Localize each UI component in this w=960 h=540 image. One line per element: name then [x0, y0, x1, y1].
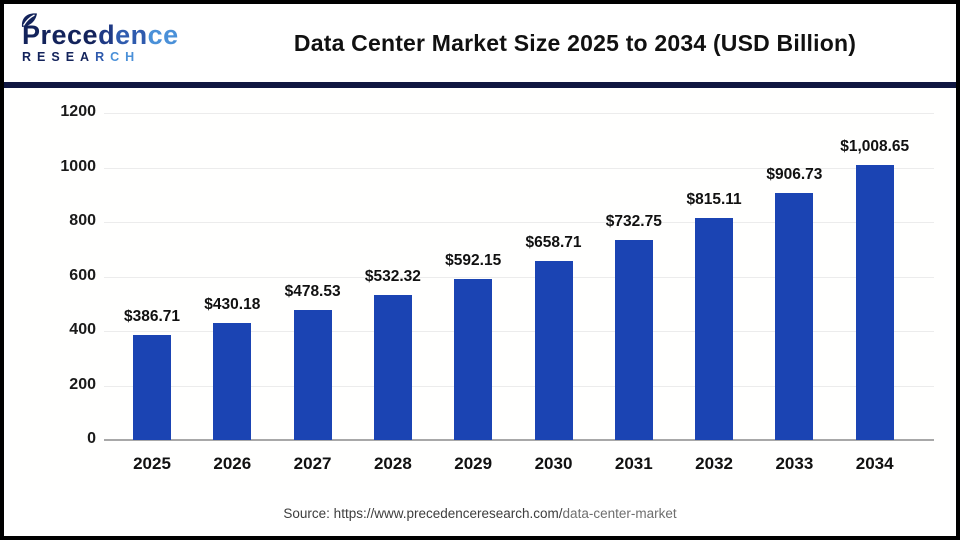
gridline — [104, 113, 934, 114]
x-axis-label: 2027 — [293, 454, 332, 473]
bar-value-label: $532.32 — [364, 267, 421, 285]
logo-text-segment: Prece — [22, 20, 99, 50]
logo-text-segment: R — [95, 50, 111, 64]
bar-value-label: $815.11 — [686, 190, 742, 208]
bar-value-label: $658.71 — [525, 233, 582, 251]
bar-value-label: $732.75 — [605, 213, 662, 231]
gridline — [104, 167, 934, 169]
logo-text-segment: d — [98, 20, 116, 50]
bar — [454, 278, 493, 440]
source-prefix: Source: https://www.precedenceresearch.c… — [283, 505, 563, 521]
gridline — [104, 276, 934, 278]
bar-value-label: $478.53 — [284, 282, 341, 300]
bar-value-label: $906.73 — [766, 165, 823, 183]
y-axis-label: 600 — [69, 266, 96, 284]
leaf-icon — [20, 12, 39, 34]
bar-value-label: $1,008.65 — [840, 138, 910, 156]
bar — [695, 217, 734, 440]
x-axis-label: 2032 — [695, 454, 733, 473]
bar-value-label: $386.71 — [123, 307, 181, 325]
bar — [213, 322, 252, 440]
x-axis-label: 2031 — [614, 454, 653, 473]
x-axis-label: 2029 — [454, 454, 493, 473]
x-axis-label: 2026 — [213, 454, 252, 473]
header: Precedence RESEARCH Data Center Market S… — [4, 4, 956, 82]
bar — [855, 165, 894, 440]
gridline — [104, 385, 934, 387]
y-axis-label: 1200 — [60, 103, 96, 120]
logo-text-segment: en — [115, 20, 148, 50]
chart-plot: 0 200 400 600 800 1000 1200 $386.71 2025 $430.18 2… — [4, 88, 956, 490]
gridline — [104, 222, 934, 223]
brand-logo: Precedence RESEARCH — [4, 13, 204, 65]
bar-value-label: $430.18 — [204, 295, 261, 313]
source-path: data-center-market — [562, 505, 677, 521]
x-axis-label: 2028 — [373, 454, 412, 473]
bar — [293, 309, 332, 440]
bar-value-label: $592.15 — [445, 251, 502, 269]
header-divider — [4, 82, 956, 88]
x-axis-label: 2034 — [855, 454, 894, 473]
logo-text-segment: CH — [110, 50, 141, 64]
y-axis-label: 200 — [69, 375, 96, 393]
bar — [614, 240, 653, 440]
x-axis-label: 2033 — [775, 454, 814, 473]
logo-text-segment: RESEA — [22, 50, 96, 64]
bar — [534, 260, 573, 440]
y-axis-label: 800 — [69, 212, 96, 229]
x-axis-line — [104, 439, 934, 441]
gridline — [104, 331, 934, 332]
source-line: Source: https://www.precedenceresearch.c… — [4, 490, 956, 536]
page-title: Data Center Market Size 2025 to 2034 (US… — [293, 29, 857, 56]
y-axis-label: 400 — [69, 321, 96, 338]
x-axis-label: 2025 — [133, 454, 171, 473]
bar — [775, 192, 814, 440]
bar — [373, 294, 412, 440]
logo-research: RESEARCH — [22, 50, 204, 65]
y-axis-label: 0 — [87, 430, 96, 447]
x-axis-label: 2030 — [534, 454, 573, 473]
logo-text-segment: ce — [147, 20, 179, 50]
logo-precedence: Precedence — [22, 21, 204, 49]
y-axis-label: 1000 — [60, 157, 96, 175]
bar — [133, 334, 171, 440]
